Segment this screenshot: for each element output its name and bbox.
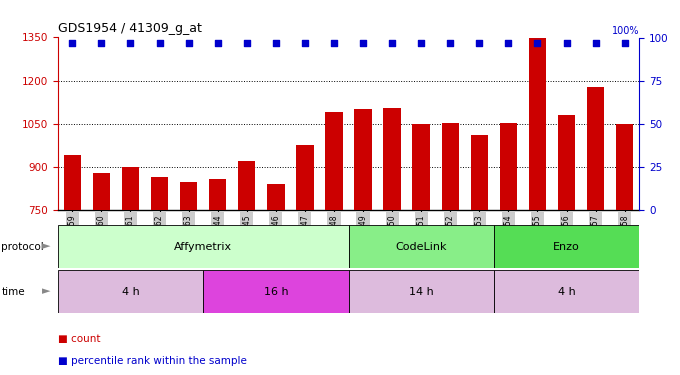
Text: protocol: protocol [1,242,44,252]
Bar [325,112,343,210]
Bar [296,146,313,210]
Point [67,40,78,46]
Bar [494,270,639,313]
Bar [413,124,430,210]
Text: ►: ► [42,286,50,297]
Point [358,40,369,46]
Bar [58,270,203,313]
Point [125,40,136,46]
Bar [384,108,401,210]
Point [503,40,514,46]
Text: Enzo: Enzo [553,242,580,252]
Bar [209,179,226,210]
Bar [58,225,348,268]
Text: Affymetrix: Affymetrix [174,242,232,252]
Bar [238,161,256,210]
Text: 14 h: 14 h [409,286,434,297]
Bar [203,270,348,313]
Bar [151,177,168,210]
Bar [348,270,494,313]
Point [271,40,282,46]
Point [532,40,543,46]
Point [241,40,252,46]
Bar [500,123,517,210]
Point [183,40,194,46]
Bar [494,225,639,268]
Bar [122,167,139,210]
Bar [348,225,494,268]
Bar [529,38,546,210]
Text: time: time [1,286,25,297]
Bar [64,155,81,210]
Text: ►: ► [42,242,50,252]
Point [415,40,426,46]
Bar [267,184,284,210]
Point [154,40,165,46]
Point [445,40,456,46]
Bar [92,173,110,210]
Point [96,40,107,46]
Text: CodeLink: CodeLink [396,242,447,252]
Point [212,40,223,46]
Bar [180,182,197,210]
Text: 100%: 100% [612,26,639,36]
Bar [587,87,605,210]
Text: 4 h: 4 h [558,286,575,297]
Point [590,40,601,46]
Point [328,40,339,46]
Text: GDS1954 / 41309_g_at: GDS1954 / 41309_g_at [58,22,202,35]
Bar [471,135,488,210]
Text: 16 h: 16 h [264,286,288,297]
Point [474,40,485,46]
Text: ■ count: ■ count [58,334,101,344]
Point [561,40,572,46]
Point [299,40,310,46]
Bar [354,110,372,210]
Bar [441,123,459,210]
Text: 4 h: 4 h [122,286,139,297]
Point [619,40,630,46]
Point [387,40,398,46]
Bar [558,115,575,210]
Text: ■ percentile rank within the sample: ■ percentile rank within the sample [58,356,247,366]
Bar [616,124,633,210]
